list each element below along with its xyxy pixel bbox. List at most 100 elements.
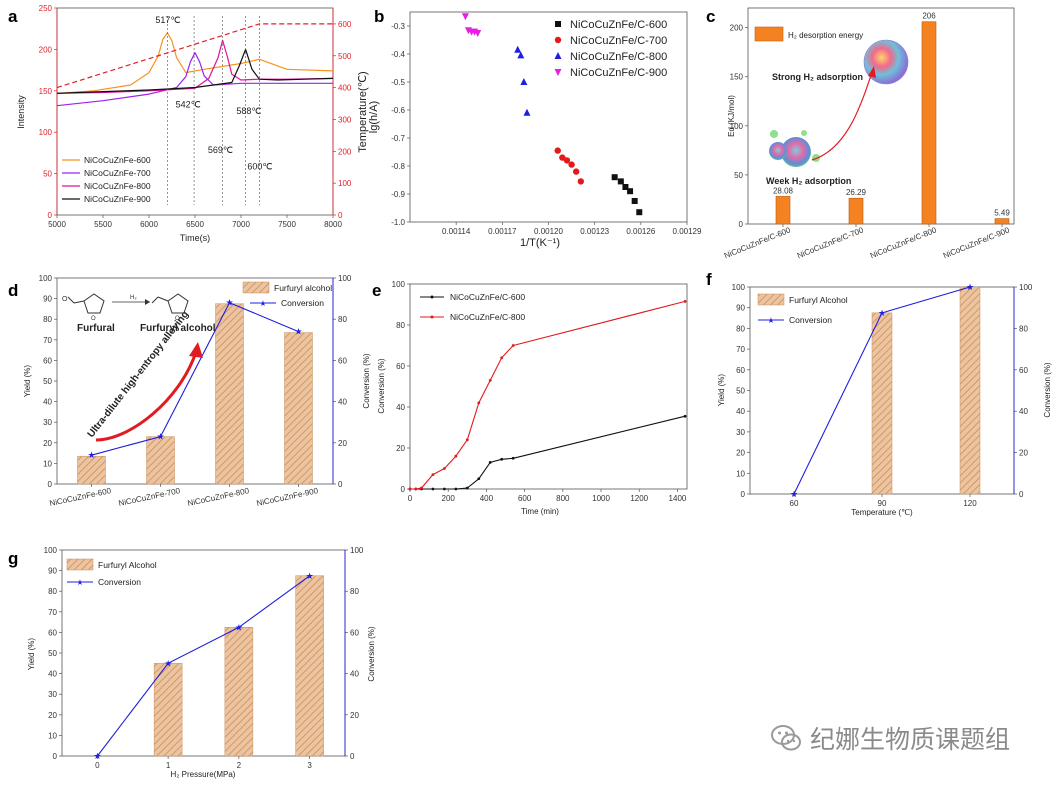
f-legend-label: Conversion <box>789 315 832 325</box>
f-ytick-label: 40 <box>736 407 745 416</box>
a-ann-label: 600℃ <box>247 161 272 171</box>
b-ticks: 0.00114 0.00117 0.00120 0.00123 0.00126 0.001… <box>391 22 702 236</box>
c-ticks: 0 50 100 150 200 <box>730 24 748 229</box>
f-y2tick-label: 60 <box>1019 366 1028 375</box>
f-category-label: 90 <box>878 499 887 508</box>
g-ytick-label: 10 <box>48 731 57 740</box>
b-ytick-label: -0.3 <box>391 22 405 31</box>
e-xtick-label: 1000 <box>592 494 610 503</box>
a-series-line-3 <box>56 48 334 94</box>
a-series-line-0 <box>56 32 334 94</box>
panel-label-f: f <box>706 270 712 289</box>
panel-b: b 0.00114 0.00117 0.00120 0.00123 0.00126 0.0… <box>368 7 702 249</box>
c-value-label: 28.08 <box>773 186 794 195</box>
b-ytick-label: -0.9 <box>391 190 405 199</box>
e-point <box>431 487 435 491</box>
watermark-text: 纪娜生物质课题组 <box>810 725 1011 754</box>
e-point <box>408 487 412 491</box>
g-category-label: 2 <box>237 761 242 770</box>
e-point <box>477 401 481 405</box>
g-conversion-marker: ★ <box>235 623 243 633</box>
panel-f: f 0 10 20 30 40 50 60 70 80 90 100 0 20 40 60 80 100 60 9… <box>706 270 1052 517</box>
f-ytick-label: 30 <box>736 428 745 437</box>
d-y2label: Conversion (%) <box>362 353 371 408</box>
e-ticks: 0 200 400 600 800 1000 1200 1400 0 20 40 60 80 100 <box>392 280 687 503</box>
a-series-line-1 <box>56 52 333 107</box>
e-series-line-0 <box>410 415 686 490</box>
g-y2tick-label: 20 <box>350 711 359 720</box>
a-y2tick-label: 0 <box>338 211 343 220</box>
d-ytick-label: 0 <box>48 480 53 489</box>
d-bar <box>77 455 106 485</box>
d-conversion-marker: ★ <box>225 299 233 309</box>
g-ticks: 0 10 20 30 40 50 60 70 80 90 100 0 20 40 60 80 100 <box>44 546 364 761</box>
g-bar <box>153 663 183 757</box>
a-y2tick-label: 500 <box>338 52 352 61</box>
e-point <box>431 473 435 477</box>
b-xtick-label: 0.00129 <box>673 227 702 236</box>
d-ytick-label: 30 <box>43 418 52 427</box>
c-ann-strong: Strong H₂ adsorption <box>772 72 863 82</box>
f-conversion-line <box>793 286 971 495</box>
d-ytick-label: 90 <box>43 295 52 304</box>
a-ylabel: Intensity <box>16 95 26 129</box>
a-ytick-label: 0 <box>48 211 53 220</box>
c-bar <box>994 218 1010 225</box>
a-ann-label: 517℃ <box>155 15 180 25</box>
svg-text:O: O <box>91 316 96 322</box>
f-y2tick-label: 0 <box>1019 490 1024 499</box>
e-xtick-label: 800 <box>556 494 570 503</box>
c-legend-swatch <box>754 26 784 42</box>
f-ytick-label: 80 <box>736 324 745 333</box>
panel-c: c 0 50 100 150 200 28.08 NiCoCuZnFe/C-600 26.2… <box>706 7 1015 260</box>
c-ytick-label: 100 <box>730 122 744 131</box>
g-legend-label: Furfuryl Alcohol <box>98 560 157 570</box>
a-legend-label: NiCoCuZnFe-700 <box>84 168 151 178</box>
g-xlabel: H₂ Pressure(MPa) <box>171 770 236 779</box>
d-bar <box>284 332 313 485</box>
a-y2tick-label: 200 <box>338 147 352 156</box>
f-bar <box>871 312 893 495</box>
a-xtick-label: 6500 <box>186 220 204 229</box>
g-y2label: Conversion (%) <box>367 626 376 681</box>
g-ytick-label: 30 <box>48 690 57 699</box>
f-y2tick-label: 20 <box>1019 449 1028 458</box>
e-xtick-label: 400 <box>480 494 494 503</box>
panel-e: e 0 200 400 600 800 1000 1200 1400020406080100 … <box>372 280 688 516</box>
b-ylabel: lg(h/A) <box>368 101 380 133</box>
g-y2tick-label: 100 <box>350 546 364 555</box>
e-point <box>683 300 687 303</box>
c-category-label: NiCoCuZnFe/C-700 <box>796 225 865 260</box>
b-point-square <box>636 209 643 216</box>
f-legend-marker: ★ <box>767 316 774 325</box>
f-conversion-marker: ★ <box>878 309 886 319</box>
e-point <box>442 467 446 470</box>
d-ytick-label: 100 <box>39 274 53 283</box>
adsorption-arrow-icon <box>811 71 873 161</box>
e-ytick-label: 60 <box>396 362 405 371</box>
g-y2tick-label: 40 <box>350 670 359 679</box>
e-legend-marker <box>430 315 434 319</box>
f-ytick-label: 70 <box>736 345 745 354</box>
g-legend-label: Conversion <box>98 577 141 587</box>
g-legend-swatch <box>66 558 94 571</box>
d-bar <box>146 436 175 485</box>
d-y2tick-label: 20 <box>338 439 347 448</box>
b-point-triangle <box>523 108 531 116</box>
wechat-icon <box>771 725 801 751</box>
g-conversion-line <box>96 575 310 757</box>
c-ann-week: Week H₂ adsorption <box>766 176 851 186</box>
panel-label-c: c <box>706 7 715 26</box>
arrow-head-icon <box>868 66 876 78</box>
d-legend: Furfuryl alcohol ★ Conversion <box>242 281 332 308</box>
e-point <box>500 457 504 461</box>
g-legend: Furfuryl Alcohol ★ Conversion <box>66 558 157 587</box>
b-xtick-label: 0.00120 <box>534 227 563 236</box>
g-category-label: 0 <box>95 761 100 770</box>
b-point-triangle-down <box>474 30 482 37</box>
f-ytick-label: 0 <box>741 490 746 499</box>
d-ticks: 0 10 20 30 40 50 60 70 80 90 100 0 20 40 60 80 100 <box>39 274 352 489</box>
d-ytick-label: 80 <box>43 315 52 324</box>
f-y2tick-label: 100 <box>1019 283 1033 292</box>
g-ylabel: Yield (%) <box>27 638 36 670</box>
